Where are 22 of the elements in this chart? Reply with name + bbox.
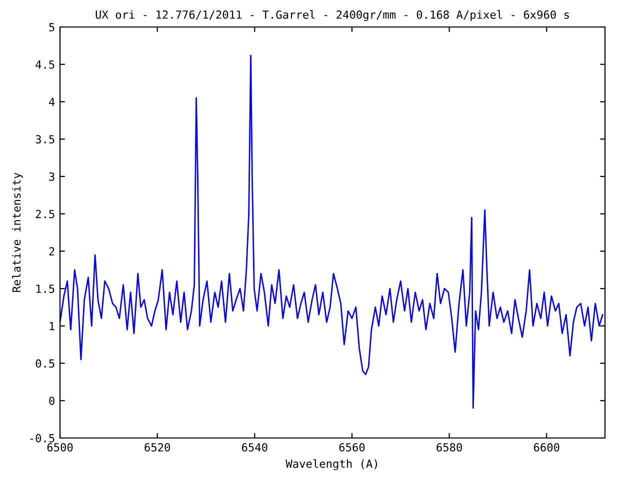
y-tick-label: 1 <box>50 322 54 330</box>
line-series <box>60 54 604 409</box>
y-tick-label: 0 <box>49 396 54 406</box>
y-tick-label: 4 <box>49 98 55 106</box>
y-tick-label: 5 <box>49 23 54 32</box>
y-tick-label: 2 <box>49 247 54 256</box>
y-tick-label: -0.5 <box>30 434 54 442</box>
y-tick-label: 3.5 <box>36 135 54 144</box>
y-tick-label: 2.5 <box>36 210 54 218</box>
x-tick-label: 6540 <box>242 443 268 452</box>
x-tick-label: 6500 <box>47 443 73 452</box>
y-tick-label: 1.5 <box>36 284 54 293</box>
x-tick-label: 6580 <box>436 443 462 452</box>
y-tick-label: 3 <box>49 172 54 181</box>
y-tick-label: 0.5 <box>36 359 54 368</box>
x-tick-label: 6520 <box>144 443 170 452</box>
y-axis-title: Relative intensity <box>12 172 23 292</box>
x-tick-label: 6560 <box>339 443 365 452</box>
x-tick-label: 6600 <box>534 443 560 452</box>
chart-title: UX ori - 12.776/1/2011 - T.Garrel - 2400gr/mm - 0.168 A/pixel - 6x960 s <box>96 10 569 22</box>
y-tick-label: 4.5 <box>36 60 54 69</box>
x-axis-title: Wavelength (A) <box>286 459 378 470</box>
